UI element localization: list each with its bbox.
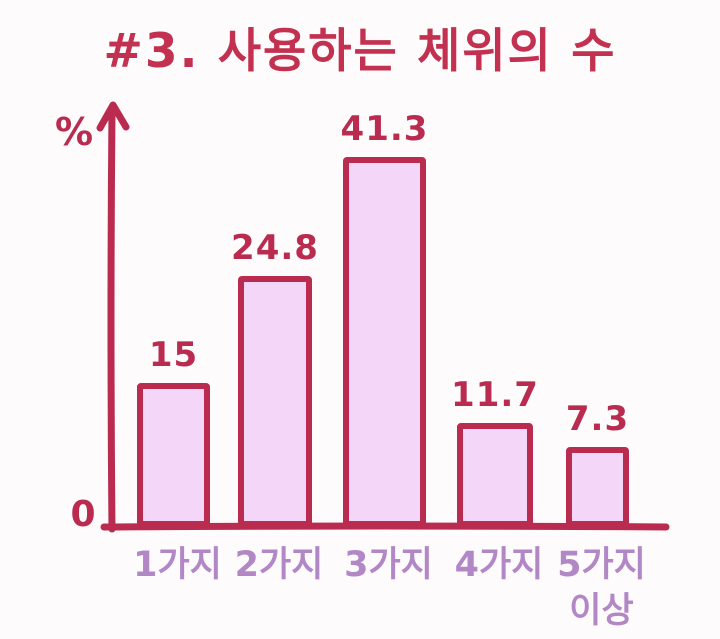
y-axis-arrowhead-icon <box>96 101 130 132</box>
bar-value-label: 41.3 <box>340 109 429 149</box>
bar-category-label: 3가지 <box>344 545 433 585</box>
y-axis-unit-label: % <box>54 110 94 154</box>
bar-category-label: 4가지 <box>454 545 544 585</box>
bar-value-label: 15 <box>148 335 199 375</box>
bar <box>457 423 533 527</box>
bar <box>343 157 426 527</box>
bar-value-label: 24.8 <box>231 228 319 268</box>
bar-category-label: 1가지 <box>133 545 222 585</box>
bar-category-label: 2가지 <box>234 545 324 585</box>
bar <box>137 383 210 527</box>
y-axis-line <box>107 108 116 533</box>
bar <box>238 276 312 527</box>
bar-value-label: 11.7 <box>451 375 539 415</box>
bar-value-label: 7.3 <box>565 399 630 439</box>
origin-tick-label: 0 <box>70 494 96 535</box>
bar <box>566 447 629 527</box>
chart-title: #3. 사용하는 체위의 수 <box>103 24 617 79</box>
bar-category-label: 5가지 이상 <box>557 545 646 632</box>
